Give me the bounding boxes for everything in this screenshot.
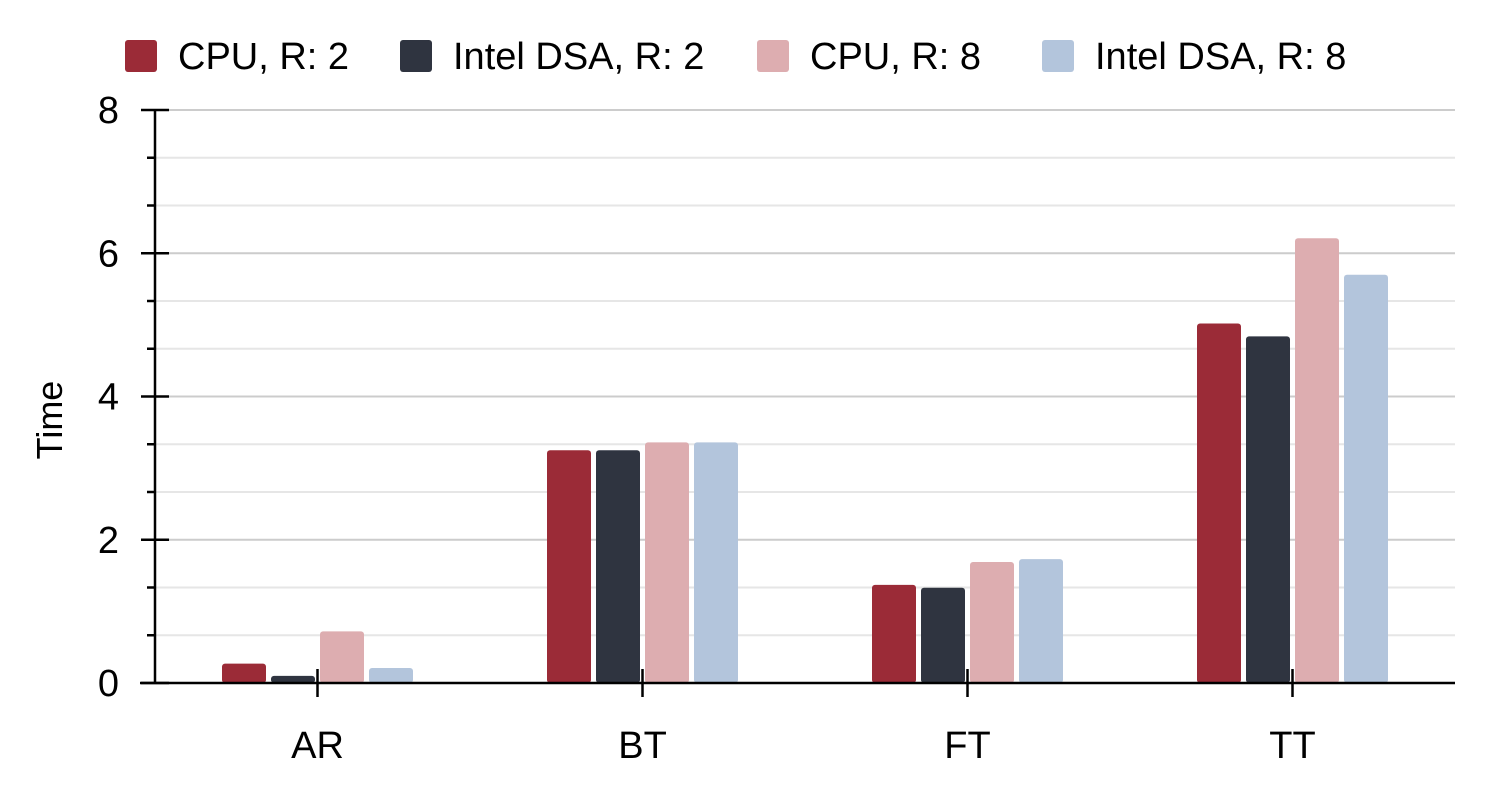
- legend-label: CPU, R: 2: [178, 36, 349, 78]
- bar-bt-cpu-r-8: [645, 442, 689, 683]
- x-tick-label-tt: TT: [1269, 725, 1315, 767]
- legend-swatch: [1042, 40, 1074, 72]
- y-axis-label: Time: [29, 381, 70, 460]
- legend-swatch: [125, 40, 157, 72]
- bar-bt-cpu-r-2: [547, 450, 591, 683]
- legend-label: Intel DSA, R: 2: [453, 36, 704, 78]
- axes: 0 2 4 6 8 AR BT FT TT: [98, 90, 1455, 767]
- bar-ft-intel-dsa-r-8: [1019, 559, 1063, 683]
- x-tick-label-ar: AR: [291, 725, 344, 767]
- legend-item-cpu-r-2: CPU, R: 2: [125, 36, 349, 78]
- legend-item-intel-dsa-r-2: Intel DSA, R: 2: [400, 36, 704, 78]
- bar-ft-intel-dsa-r-2: [921, 587, 965, 683]
- bar-tt-cpu-r-8: [1295, 238, 1339, 684]
- legend-label: CPU, R: 8: [810, 36, 981, 78]
- legend-swatch: [757, 40, 789, 72]
- bar-ar-cpu-r-2: [222, 663, 266, 683]
- bar-bt-intel-dsa-r-8: [694, 442, 738, 683]
- legend-item-intel-dsa-r-8: Intel DSA, R: 8: [1042, 36, 1346, 78]
- y-tick-label: 0: [98, 663, 119, 705]
- bar-ar-cpu-r-8: [320, 631, 364, 683]
- legend-swatch: [400, 40, 432, 72]
- bar-tt-cpu-r-2: [1197, 323, 1241, 683]
- x-tick-label-ft: FT: [944, 725, 990, 767]
- legend-label: Intel DSA, R: 8: [1095, 36, 1346, 78]
- y-tick-label: 8: [98, 90, 119, 132]
- bar-tt-intel-dsa-r-2: [1246, 336, 1290, 683]
- y-tick-label: 6: [98, 233, 119, 275]
- bar-tt-intel-dsa-r-8: [1344, 274, 1388, 683]
- bar-ft-cpu-r-2: [872, 584, 916, 683]
- legend-item-cpu-r-8: CPU, R: 8: [757, 36, 981, 78]
- bars: [222, 238, 1388, 684]
- y-tick-label: 2: [98, 520, 119, 562]
- bar-ft-cpu-r-8: [970, 561, 1014, 683]
- bar-ar-intel-dsa-r-8: [369, 667, 413, 683]
- legend: CPU, R: 2 Intel DSA, R: 2 CPU, R: 8 Intel D…: [125, 36, 1346, 78]
- x-tick-label-bt: BT: [618, 725, 667, 767]
- bar-ar-intel-dsa-r-2: [271, 675, 315, 683]
- y-tick-label: 4: [98, 377, 119, 419]
- bar-bt-intel-dsa-r-2: [596, 450, 640, 683]
